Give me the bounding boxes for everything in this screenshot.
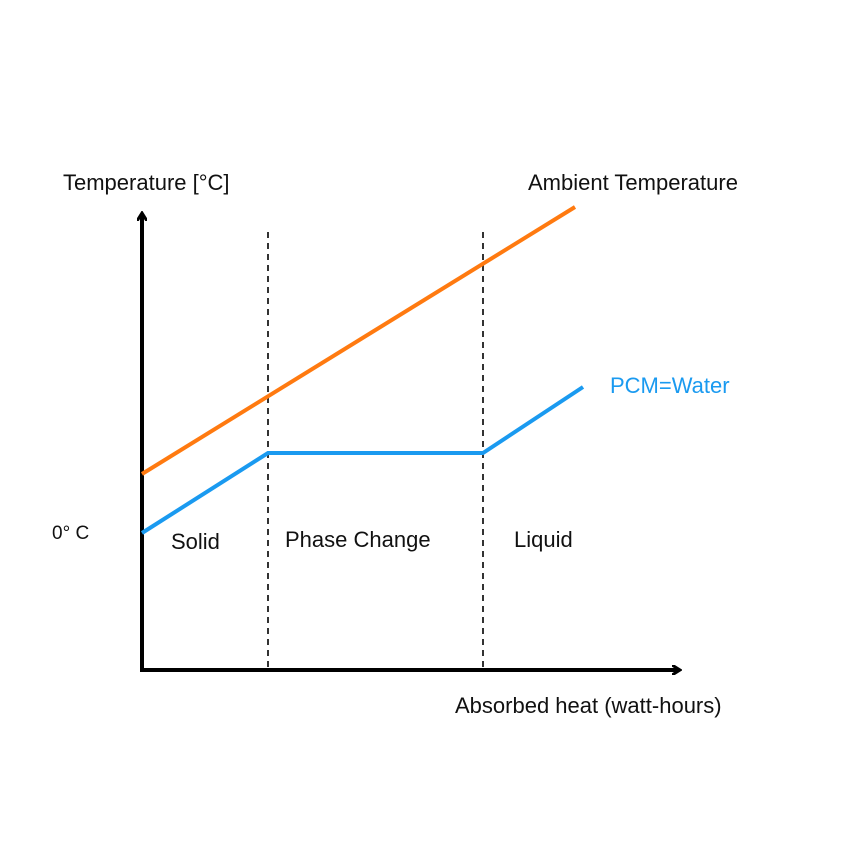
ambient-line <box>140 205 577 476</box>
y-axis-label: Temperature [°C] <box>63 170 230 195</box>
pcm-line <box>140 385 585 535</box>
line-label: PCM=Water <box>610 373 730 398</box>
region-label: Liquid <box>514 527 573 552</box>
zero-label: 0° C <box>52 523 89 544</box>
region-label: Solid <box>171 529 220 554</box>
line-label: Ambient Temperature <box>528 170 738 195</box>
region-label: Phase Change <box>285 527 431 552</box>
x-axis-label: Absorbed heat (watt-hours) <box>455 693 722 718</box>
